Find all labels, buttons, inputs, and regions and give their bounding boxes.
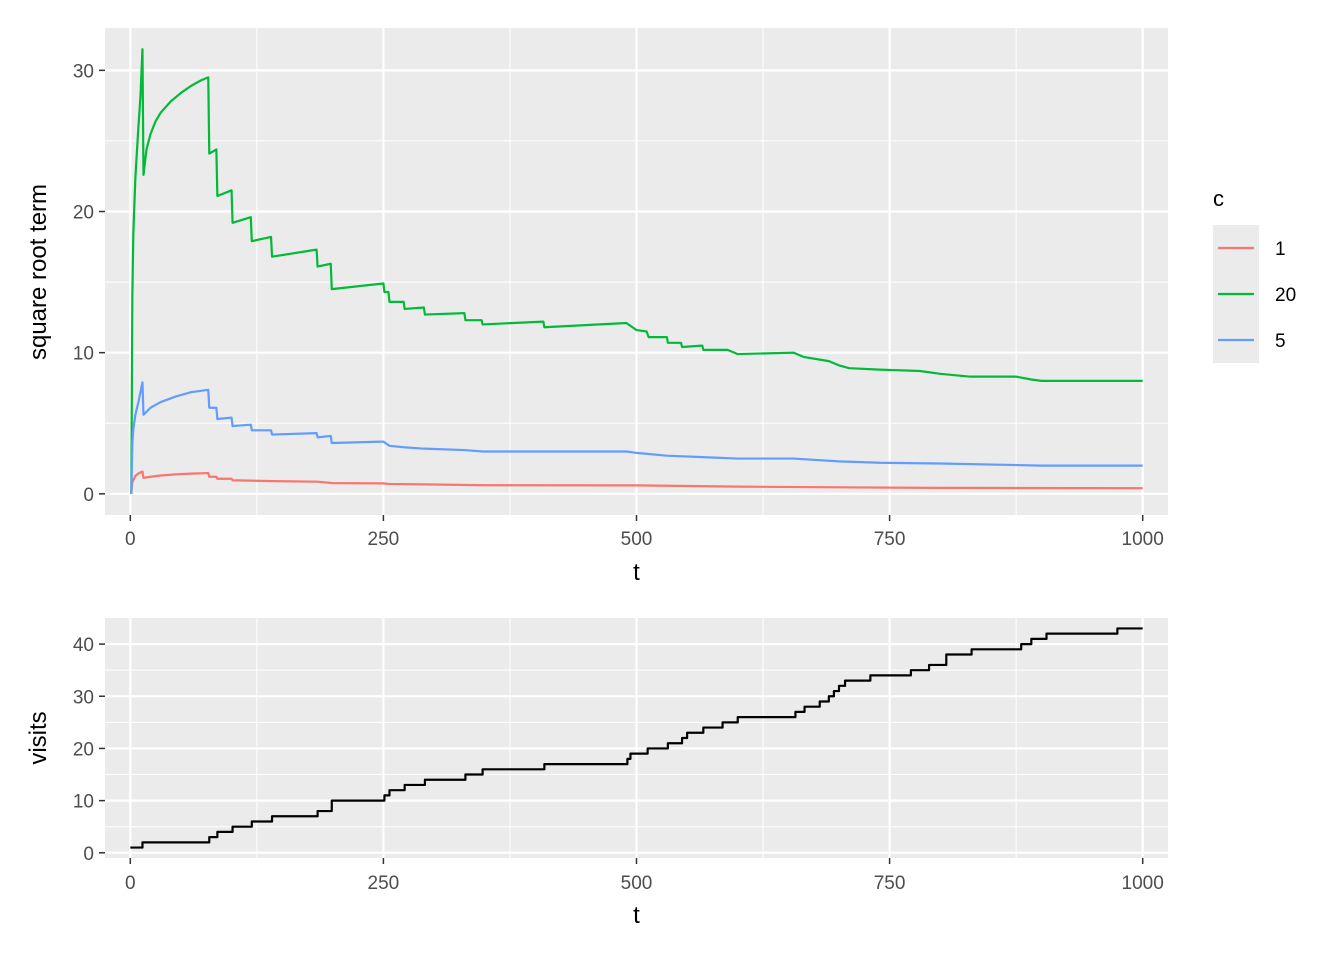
sqrt-term-panel: 0 250 500 750 1000 0 10 20 30 t square root term	[25, 28, 1168, 586]
x-tick-label: 250	[368, 529, 400, 550]
legend: c 1 20 5	[1213, 186, 1296, 363]
y-axis-title: visits	[25, 711, 52, 764]
x-tick-label: 750	[874, 873, 906, 894]
x-tick-label: 500	[621, 529, 653, 550]
x-tick-label: 0	[125, 873, 136, 894]
y-tick-label: 0	[83, 844, 94, 865]
legend-label: 20	[1275, 285, 1296, 306]
x-axis-title: t	[633, 559, 640, 586]
series-line-c-1	[130, 470, 1143, 494]
x-tick-label: 1000	[1122, 873, 1164, 894]
y-tick-label: 30	[73, 687, 94, 708]
x-axis-title: t	[633, 902, 640, 929]
y-tick-label: 30	[73, 61, 94, 82]
x-tick-label: 250	[368, 873, 400, 894]
visits-panel: 0 250 500 750 1000 0 10 20 30 40 t visits	[25, 618, 1168, 929]
y-tick-label: 40	[73, 635, 94, 656]
x-tick-label: 0	[125, 529, 136, 550]
series-line-c-20	[130, 48, 1143, 494]
y-tick-label: 10	[73, 792, 94, 813]
y-tick-label: 20	[73, 739, 94, 760]
series-line-c-5	[130, 381, 1143, 494]
legend-title: c	[1213, 186, 1224, 211]
y-tick-label: 0	[83, 485, 94, 506]
visits-line	[130, 627, 1143, 849]
x-tick-label: 750	[874, 529, 906, 550]
x-tick-label: 500	[621, 873, 653, 894]
legend-label: 5	[1275, 331, 1286, 352]
x-tick-label: 1000	[1122, 529, 1164, 550]
y-tick-label: 20	[73, 203, 94, 224]
legend-label: 1	[1275, 239, 1286, 260]
y-tick-label: 10	[73, 344, 94, 365]
y-axis-title: square root term	[25, 184, 52, 360]
